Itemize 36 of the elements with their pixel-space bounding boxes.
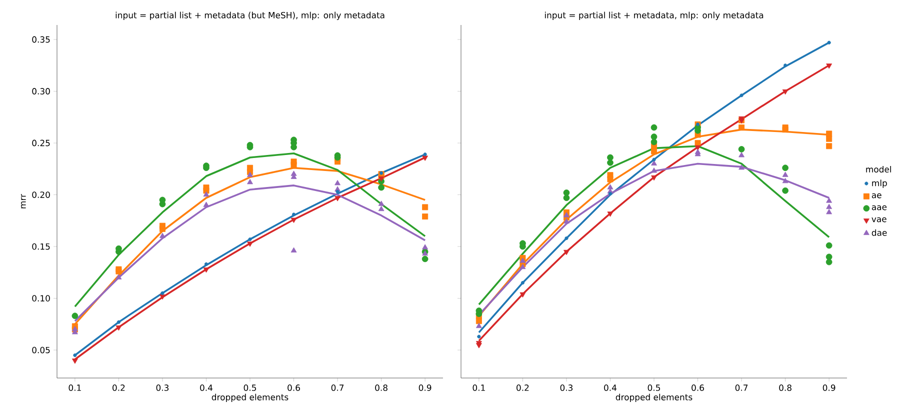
y-tick-label: 0.35 (32, 36, 50, 43)
y-tick-label: 0.05 (32, 346, 50, 354)
y-tick-label: 0.15 (32, 243, 50, 250)
y-axis-title: mrr (21, 194, 26, 208)
x-tick-label: 0.1 (68, 384, 81, 391)
x-tick-label: 0.6 (692, 384, 704, 391)
legend-title: model (866, 166, 891, 173)
y-tick-label: 0.25 (32, 140, 50, 146)
x-tick-label: 0.2 (516, 384, 529, 391)
chart-title: input = partial list + metadata (but MeSH), mlp: only metadata (116, 12, 384, 20)
y-tick-label: 0.30 (32, 88, 50, 94)
x-tick-label: 0.7 (331, 384, 344, 391)
x-tick-label: 0.6 (288, 384, 300, 391)
legend-label: vae (872, 217, 886, 222)
x-tick-label: 0.4 (604, 384, 616, 391)
legend-label: ae (872, 193, 882, 198)
x-tick-label: 0.7 (735, 384, 748, 391)
x-axis-title: dropped elements (212, 394, 288, 402)
x-tick-label: 0.8 (375, 384, 388, 391)
x-tick-label: 0.9 (822, 384, 836, 391)
y-tick-label: 0.10 (32, 295, 50, 302)
chart-title: input = partial list + metadata, mlp: only metadata (544, 12, 764, 20)
y-tick-label: 0.20 (32, 192, 50, 198)
legend-label: aae (872, 205, 887, 210)
legend-label: dae (872, 229, 887, 236)
x-tick-label: 0.1 (472, 384, 485, 391)
x-tick-label: 0.5 (648, 384, 660, 391)
x-tick-label: 0.3 (560, 384, 573, 391)
x-tick-label: 0.5 (244, 384, 256, 391)
x-tick-label: 0.9 (418, 384, 432, 391)
x-tick-label: 0.8 (779, 384, 792, 391)
x-axis-title: dropped elements (616, 394, 692, 402)
legend-label: mlp (872, 180, 887, 188)
x-tick-label: 0.4 (200, 384, 212, 391)
x-tick-label: 0.2 (112, 384, 125, 391)
x-tick-label: 0.3 (156, 384, 169, 391)
